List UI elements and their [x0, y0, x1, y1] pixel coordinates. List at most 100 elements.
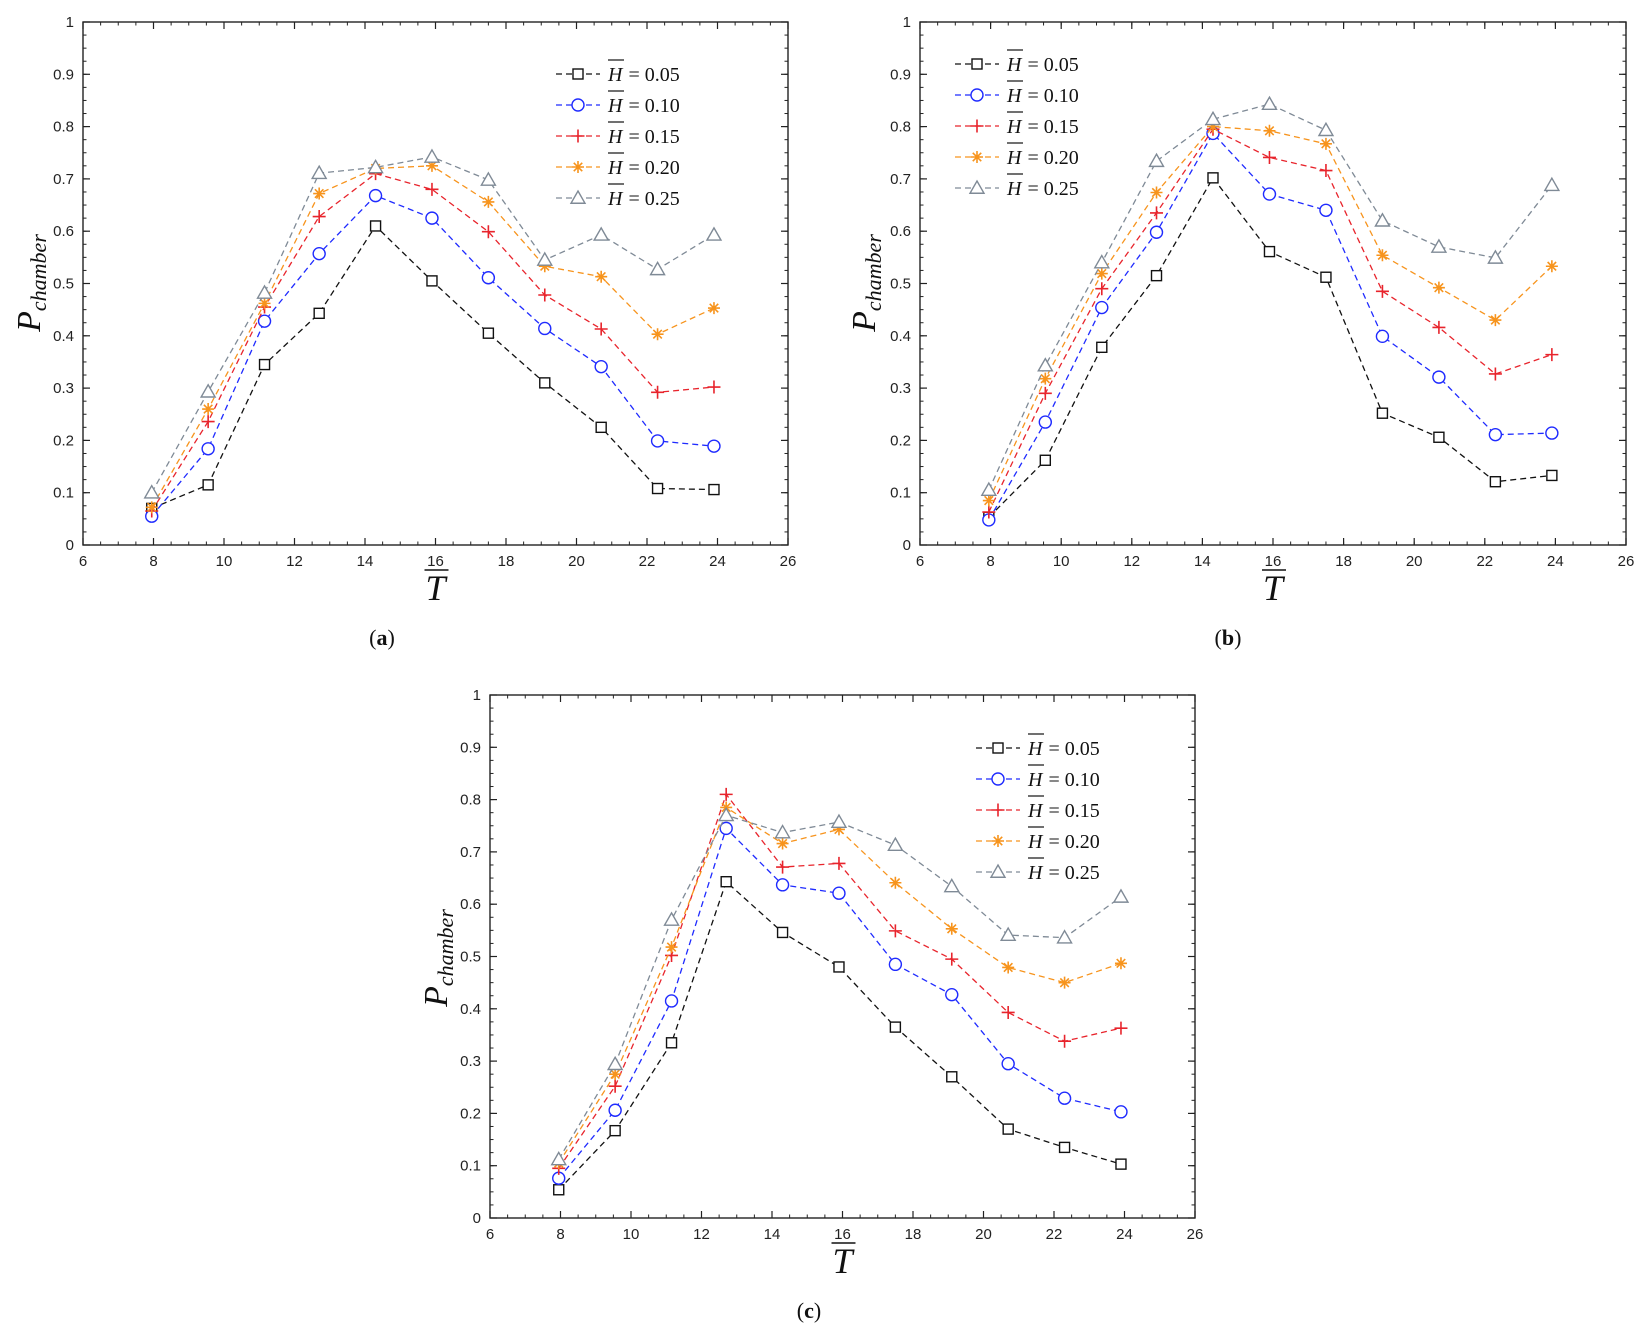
- legend-symbol: H: [1006, 147, 1023, 169]
- y-tick-label: 0.4: [53, 328, 74, 345]
- x-tick-label: 24: [1116, 1226, 1133, 1243]
- y-tick-label: 1: [473, 687, 481, 704]
- y-axis-label-text: Pchamber: [418, 909, 458, 1008]
- y-tick-label: 0.1: [890, 485, 911, 502]
- data-point: [999, 926, 1017, 942]
- legend-label: H = 0.20: [607, 157, 680, 179]
- data-point: [482, 327, 495, 339]
- data-point: [199, 383, 217, 398]
- series-h-2: [552, 787, 1128, 1175]
- data-point: [481, 271, 496, 285]
- legend-value: = 0.25: [1048, 862, 1099, 884]
- data-point: [606, 1055, 624, 1071]
- data-point: [946, 1071, 958, 1083]
- legend-item: H = 0.20: [556, 152, 680, 179]
- data-point: [201, 415, 215, 429]
- plot-area: [489, 694, 1196, 1219]
- data-point: [536, 251, 553, 266]
- x-tick-label: 6: [486, 1226, 494, 1243]
- data-point: [257, 314, 272, 328]
- y-tick-label: 0.4: [890, 328, 911, 345]
- legend-value: = 0.25: [1027, 178, 1078, 200]
- data-point: [1150, 186, 1163, 199]
- panel-label-letter: a: [377, 625, 388, 650]
- legend-label: H = 0.15: [607, 126, 680, 148]
- legend-value: = 0.15: [1048, 800, 1099, 822]
- data-point: [202, 403, 215, 416]
- legend-marker: [569, 189, 587, 204]
- legend-item: H = 0.05: [976, 733, 1100, 760]
- panel-label-open: (: [1215, 625, 1222, 650]
- y-tick-label: 0.3: [53, 380, 74, 397]
- data-point: [889, 1021, 902, 1033]
- legend-label: H = 0.10: [1006, 85, 1079, 107]
- data-point: [1037, 357, 1054, 372]
- data-point: [719, 821, 733, 836]
- y-tick-label: 0.9: [890, 66, 911, 83]
- series-line: [558, 827, 1122, 1179]
- data-point: [1001, 1057, 1015, 1071]
- y-axis-label-sub: chamber: [433, 909, 458, 986]
- panel-label-close: ): [1234, 625, 1241, 650]
- data-point: [1376, 407, 1389, 419]
- data-point: [1148, 152, 1165, 168]
- data-point: [538, 321, 552, 336]
- legend-marker: [572, 68, 584, 80]
- data-point: [1002, 1123, 1014, 1135]
- x-tick-label: 8: [149, 553, 157, 570]
- data-point: [425, 211, 439, 225]
- data-point: [1038, 415, 1053, 429]
- data-point: [258, 358, 271, 371]
- legend-item: H = 0.15: [556, 121, 680, 148]
- y-axis-label-text: Pchamber: [11, 234, 51, 333]
- legend-symbol: H: [1027, 800, 1044, 822]
- y-tick-label: 1: [66, 14, 74, 31]
- series-h-4: [550, 806, 1130, 1166]
- x-tick-label: 8: [986, 553, 994, 570]
- data-point: [538, 260, 551, 273]
- x-tick-label: 24: [709, 553, 726, 570]
- data-point: [1545, 260, 1558, 273]
- legend-item: H = 0.15: [976, 795, 1100, 822]
- x-tick-label: 26: [1187, 1226, 1204, 1243]
- data-point: [833, 961, 845, 973]
- data-point: [720, 876, 732, 888]
- x-tick-label: 6: [79, 553, 87, 570]
- data-point: [550, 1151, 567, 1166]
- x-tick-label: 14: [357, 553, 374, 570]
- y-tick-label: 0.5: [890, 276, 911, 293]
- data-point: [888, 924, 902, 938]
- legend-marker: [971, 151, 983, 163]
- data-point: [592, 226, 610, 241]
- data-point: [608, 1079, 622, 1093]
- series-h-4: [143, 148, 723, 499]
- data-point: [665, 941, 678, 954]
- panel-label-close: ): [388, 625, 395, 650]
- data-point: [595, 270, 608, 283]
- y-tick-label: 0.2: [53, 432, 74, 449]
- data-point: [1002, 961, 1015, 974]
- data-point: [888, 957, 903, 972]
- legend: H = 0.05H = 0.10H = 0.15H = 0.20H = 0.25: [976, 733, 1100, 884]
- y-tick-label: 0.8: [53, 119, 74, 136]
- data-point: [707, 302, 720, 315]
- x-tick-label: 10: [623, 1226, 640, 1243]
- data-point: [1114, 1021, 1128, 1035]
- data-point: [1115, 1158, 1127, 1170]
- legend-label: H = 0.20: [1027, 831, 1100, 853]
- legend-symbol: H: [607, 64, 624, 86]
- data-point: [1543, 176, 1561, 192]
- legend: H = 0.05H = 0.10H = 0.15H = 0.20H = 0.25: [955, 49, 1079, 200]
- y-tick-label: 0.9: [53, 66, 74, 83]
- y-tick-label: 0: [903, 537, 911, 554]
- legend-symbol: H: [1006, 85, 1023, 107]
- data-point: [258, 297, 271, 310]
- legend-marker: [991, 772, 1005, 786]
- legend-symbol: H: [607, 126, 624, 148]
- data-point: [1150, 269, 1163, 282]
- data-point: [887, 836, 904, 852]
- data-point: [945, 922, 958, 935]
- data-point: [1430, 238, 1448, 253]
- data-point: [707, 380, 721, 394]
- legend-value: = 0.10: [1048, 769, 1099, 791]
